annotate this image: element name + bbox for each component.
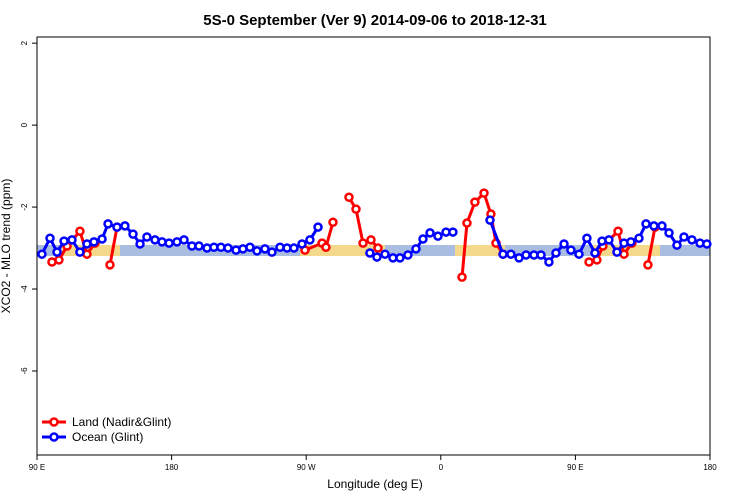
point [164,238,174,248]
y-tick-label: 0 [20,122,29,127]
point [604,235,614,245]
point [559,239,569,249]
point [37,249,47,259]
point [457,272,467,282]
point [664,228,674,238]
point [590,248,600,258]
legend-label: Ocean (Glint) [72,430,143,444]
point [372,252,382,262]
point [584,257,594,267]
point [479,188,489,198]
point [657,221,667,231]
x-tick-label: 180 [703,463,717,472]
legend-label: Land (Nadir&Glint) [72,415,171,429]
point [613,226,623,236]
point [425,228,435,238]
point [433,231,443,241]
y-axis-label: XCO2 - MLO trend (ppm) [0,179,13,314]
point [418,234,428,244]
point [536,250,546,260]
legend-marker [49,432,59,442]
point [582,233,592,243]
x-tick-label: 0 [439,463,444,472]
point [366,235,376,245]
point [97,234,107,244]
point [142,232,152,242]
point [105,260,115,270]
y-tick-label: -6 [20,367,29,375]
point [373,243,383,253]
point [626,237,636,247]
point [612,247,622,257]
point [75,247,85,257]
x-tick-label: 180 [165,463,179,472]
point [551,248,561,258]
point [380,249,390,259]
point [687,235,697,245]
point [305,235,315,245]
point [395,253,405,263]
point [462,218,472,228]
point [679,232,689,242]
point [672,240,682,250]
point [289,243,299,253]
point [128,229,138,239]
point [574,249,584,259]
point [649,221,659,231]
point [344,192,354,202]
point [67,235,77,245]
x-tick-label: 90 W [297,463,316,472]
y-tick-label: 2 [20,40,29,45]
reference-band [300,245,385,256]
point [544,257,554,267]
point [194,241,204,251]
y-tick-label: -4 [20,285,29,293]
point [643,260,653,270]
x-tick-label: 90 E [567,463,583,472]
point [358,238,368,248]
y-tick-label: -2 [20,203,29,211]
point [252,246,262,256]
point [297,239,307,249]
x-tick-label: 90 E [29,463,45,472]
point [470,197,480,207]
point [365,248,375,258]
point [103,219,113,229]
point [313,222,323,232]
point [260,244,270,254]
reference-band [455,245,505,256]
point [702,239,712,249]
point [411,244,421,254]
point [566,245,576,255]
point [485,215,495,225]
point [448,227,458,237]
x-axis-label: Longitude (deg E) [327,477,422,491]
point [245,242,255,252]
point [521,250,531,260]
point [120,221,130,231]
point [498,249,508,259]
point [112,222,122,232]
chart-title: 5S-0 September (Ver 9) 2014-09-06 to 201… [203,12,547,29]
point [634,233,644,243]
point [641,219,651,229]
point [179,235,189,245]
point [351,204,361,214]
point [267,247,277,257]
point [328,217,338,227]
point [321,242,331,252]
point [59,236,69,246]
point [75,226,85,236]
point [89,237,99,247]
point [54,255,64,265]
point [135,239,145,249]
legend-marker [49,417,59,427]
point [403,250,413,260]
point [52,247,62,257]
point [223,243,233,253]
point [506,249,516,259]
point [45,233,55,243]
